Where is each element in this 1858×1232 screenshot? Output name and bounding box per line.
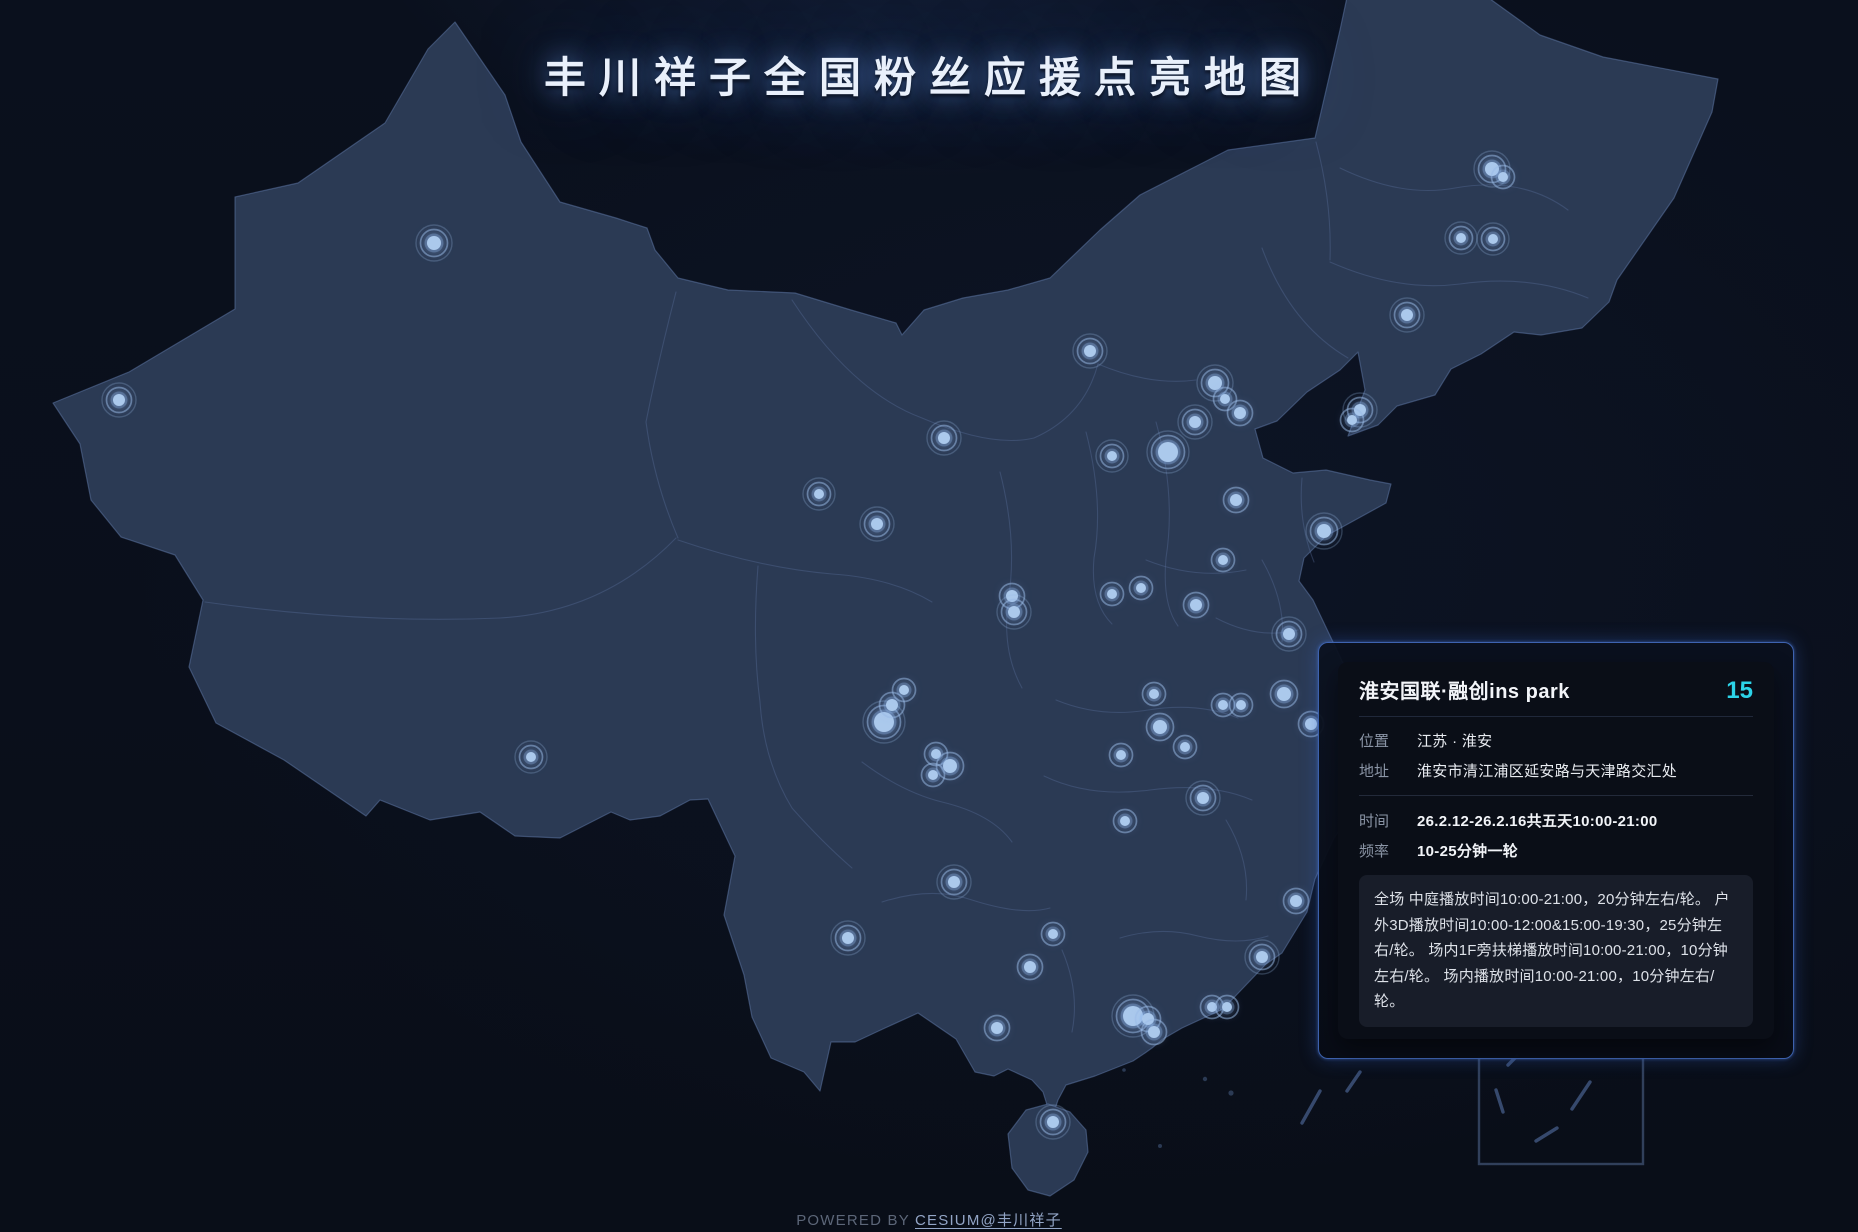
cesium-credit-link[interactable]: CESIUM@丰川祥子 — [915, 1212, 1062, 1229]
support-point-dot[interactable] — [1297, 710, 1325, 738]
support-point-dot[interactable] — [1212, 386, 1238, 412]
support-point-dot[interactable] — [1128, 575, 1154, 601]
islet — [1228, 1090, 1234, 1096]
support-point-dot[interactable] — [1016, 953, 1044, 981]
support-point-dot[interactable] — [878, 691, 906, 719]
islet — [1122, 1068, 1126, 1072]
support-point-dot[interactable] — [1112, 808, 1138, 834]
field-value: 江苏 · 淮安 — [1417, 733, 1493, 750]
islet — [1202, 1076, 1208, 1082]
support-point-dot[interactable] — [1305, 512, 1343, 550]
support-point-dot[interactable] — [1185, 780, 1221, 816]
support-point-dot[interactable] — [1244, 939, 1280, 975]
support-point-dot[interactable] — [1145, 712, 1175, 742]
support-point-dot[interactable] — [862, 700, 906, 744]
hainan-island — [1007, 1103, 1089, 1197]
support-point-dot[interactable] — [920, 762, 946, 788]
schedule-fields: 时间 26.2.12-26.2.16共五天10:00-21:00 频率 10-2… — [1359, 810, 1753, 861]
field-label: 时间 — [1359, 813, 1390, 830]
nine-dash-line — [1300, 1054, 1592, 1143]
province-borders — [204, 141, 1589, 1033]
support-points-layer — [101, 150, 1516, 1140]
support-point-dot[interactable] — [996, 594, 1032, 630]
field-label: 位置 — [1359, 733, 1390, 750]
support-point-dot[interactable] — [1146, 430, 1190, 474]
support-point-dot[interactable] — [1108, 742, 1134, 768]
support-point-dot[interactable] — [1095, 439, 1129, 473]
support-point-dot[interactable] — [1035, 1104, 1071, 1140]
field-row-frequency: 频率 10-25分钟一轮 — [1359, 840, 1753, 861]
field-value: 26.2.12-26.2.16共五天10:00-21:00 — [1417, 813, 1658, 830]
support-point-dot[interactable] — [1141, 681, 1167, 707]
powered-by-text: POWERED BY — [796, 1212, 915, 1229]
support-point-dot[interactable] — [935, 751, 965, 781]
support-point-dot[interactable] — [1040, 921, 1066, 947]
support-point-dot[interactable] — [891, 677, 917, 703]
islet — [1158, 1144, 1162, 1148]
location-info-card: 淮安国联·融创ins park 15 位置 江苏 · 淮安 地址 淮安市清江浦区… — [1318, 642, 1794, 1059]
china-landmass — [52, 0, 1719, 1197]
card-header: 淮安国联·融创ins park 15 — [1359, 675, 1753, 717]
support-point-dot[interactable] — [1271, 616, 1307, 652]
support-point-dot[interactable] — [1210, 547, 1236, 573]
location-fields: 位置 江苏 · 淮安 地址 淮安市清江浦区延安路与天津路交汇处 — [1359, 730, 1753, 781]
support-point-dot[interactable] — [859, 506, 895, 542]
field-row-address: 地址 淮安市清江浦区延安路与天津路交汇处 — [1359, 760, 1753, 781]
credits-bar: POWERED BY CESIUM@丰川祥子 — [0, 1209, 1858, 1230]
support-point-dot[interactable] — [1214, 994, 1240, 1020]
mainland-outline — [52, 0, 1719, 1123]
support-point-dot[interactable] — [1134, 1005, 1162, 1033]
support-point-dot[interactable] — [514, 740, 548, 774]
support-point-dot[interactable] — [1476, 222, 1510, 256]
support-point-dot[interactable] — [926, 420, 962, 456]
support-point-dot[interactable] — [1222, 486, 1250, 514]
support-point-dot[interactable] — [1177, 404, 1213, 440]
support-point-dot[interactable] — [1226, 399, 1254, 427]
support-point-dot[interactable] — [1210, 692, 1236, 718]
support-point-dot[interactable] — [830, 920, 866, 956]
field-row-time: 时间 26.2.12-26.2.16共五天10:00-21:00 — [1359, 810, 1753, 831]
support-point-dot[interactable] — [1490, 164, 1516, 190]
schedule-description: 全场 中庭播放时间10:00-21:00，20分钟左右/轮。 户外3D播放时间1… — [1359, 875, 1753, 1027]
support-point-dot[interactable] — [1389, 297, 1425, 333]
support-point-dot[interactable] — [1228, 692, 1254, 718]
support-point-dot[interactable] — [1339, 407, 1365, 433]
support-point-dot[interactable] — [983, 1014, 1011, 1042]
support-point-dot[interactable] — [1140, 1018, 1168, 1046]
support-point-dot[interactable] — [1269, 679, 1299, 709]
support-point-dot[interactable] — [1072, 333, 1108, 369]
support-point-dot[interactable] — [101, 382, 137, 418]
location-name: 淮安国联·融创ins park — [1359, 681, 1570, 703]
support-point-dot[interactable] — [415, 224, 453, 262]
support-point-dot[interactable] — [1444, 221, 1478, 255]
support-point-dot[interactable] — [1282, 887, 1310, 915]
support-point-dot[interactable] — [1172, 734, 1198, 760]
field-value: 10-25分钟一轮 — [1417, 843, 1519, 860]
support-count-badge: 15 — [1726, 677, 1753, 704]
field-row-location: 位置 江苏 · 淮安 — [1359, 730, 1753, 751]
support-point-dot[interactable] — [1099, 581, 1125, 607]
field-label: 频率 — [1359, 843, 1390, 860]
support-point-dot[interactable] — [802, 477, 836, 511]
field-value: 淮安市清江浦区延安路与天津路交汇处 — [1417, 763, 1678, 780]
support-point-dot[interactable] — [1196, 364, 1234, 402]
location-info-card-body: 淮安国联·融创ins park 15 位置 江苏 · 淮安 地址 淮安市清江浦区… — [1338, 662, 1774, 1039]
support-point-dot[interactable] — [936, 864, 972, 900]
card-divider — [1359, 795, 1753, 796]
field-label: 地址 — [1359, 763, 1390, 780]
support-point-dot[interactable] — [1182, 591, 1210, 619]
